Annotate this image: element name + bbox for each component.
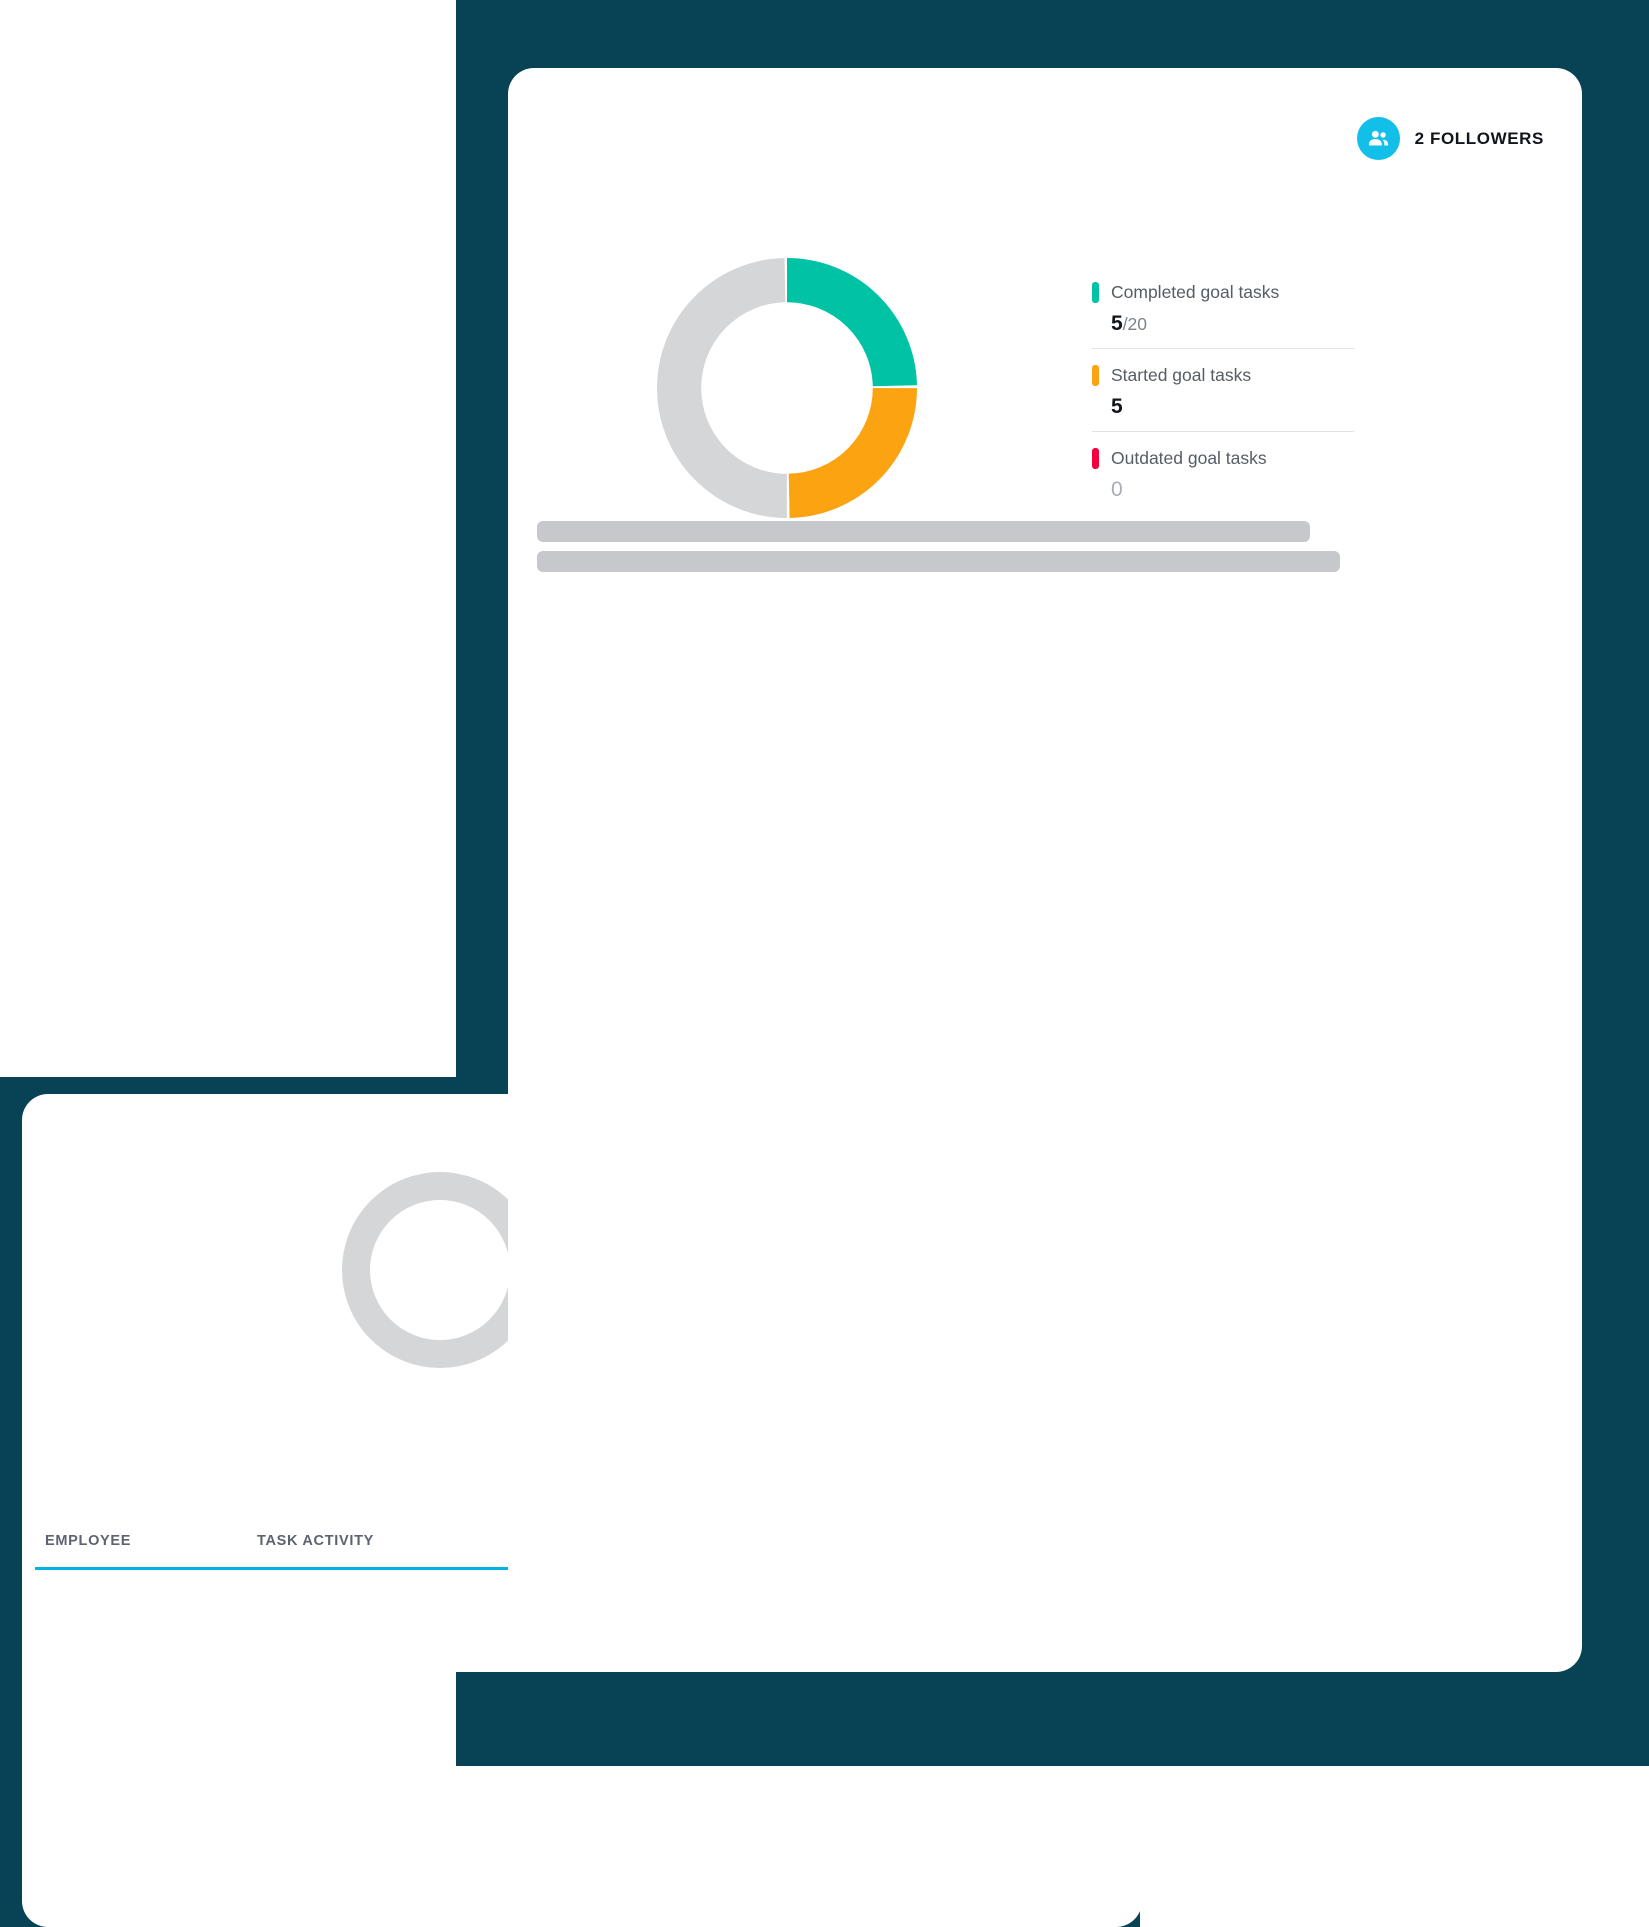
legend-value: 0 bbox=[1111, 478, 1354, 502]
background-white-bottom-right bbox=[1140, 1766, 1649, 1927]
donut-legend: Completed goal tasks 5/20 Started goal tas… bbox=[1092, 278, 1354, 514]
goal-detail-card: 2 FOLLOWERS Completed goal tasks 5/20 Star… bbox=[508, 68, 1582, 1672]
background-dark-band-overlap bbox=[456, 1672, 1649, 1766]
followers-count-label: 2 FOLLOWERS bbox=[1414, 128, 1544, 148]
column-header-task-activity: TASK ACTIVITY bbox=[257, 1533, 375, 1549]
column-header-employee: EMPLOYEE bbox=[45, 1533, 132, 1549]
legend-value: 5 bbox=[1111, 395, 1354, 419]
placeholder-line-1 bbox=[537, 521, 1310, 542]
legend-label: Outdated goal tasks bbox=[1111, 448, 1267, 468]
legend-value-number: 5 bbox=[1111, 395, 1123, 418]
goal-tasks-donut-chart bbox=[657, 258, 917, 518]
legend-label: Started goal tasks bbox=[1111, 365, 1252, 385]
background-white-top-left bbox=[0, 0, 456, 1077]
legend-value: 5/20 bbox=[1111, 312, 1354, 336]
people-icon bbox=[1356, 117, 1400, 160]
legend-color-chip bbox=[1092, 365, 1099, 386]
donut-slice-0 bbox=[657, 258, 917, 518]
legend-item-2: Outdated goal tasks 0 bbox=[1092, 432, 1354, 514]
placeholder-line-2 bbox=[537, 551, 1340, 572]
donut-slice-2 bbox=[657, 258, 917, 518]
employee-table-header: EMPLOYEE TASK ACTIVITY bbox=[45, 1533, 1115, 1549]
legend-value-number: 5 bbox=[1111, 312, 1123, 335]
legend-color-chip bbox=[1092, 448, 1099, 469]
legend-value-suffix: /20 bbox=[1122, 314, 1148, 334]
legend-label: Completed goal tasks bbox=[1111, 282, 1280, 302]
legend-item-1: Started goal tasks 5 bbox=[1092, 349, 1354, 432]
legend-item-0: Completed goal tasks 5/20 bbox=[1092, 278, 1354, 349]
legend-color-chip bbox=[1092, 282, 1099, 303]
followers-indicator[interactable]: 2 FOLLOWERS bbox=[1356, 117, 1544, 160]
legend-value-number: 0 bbox=[1111, 478, 1123, 501]
